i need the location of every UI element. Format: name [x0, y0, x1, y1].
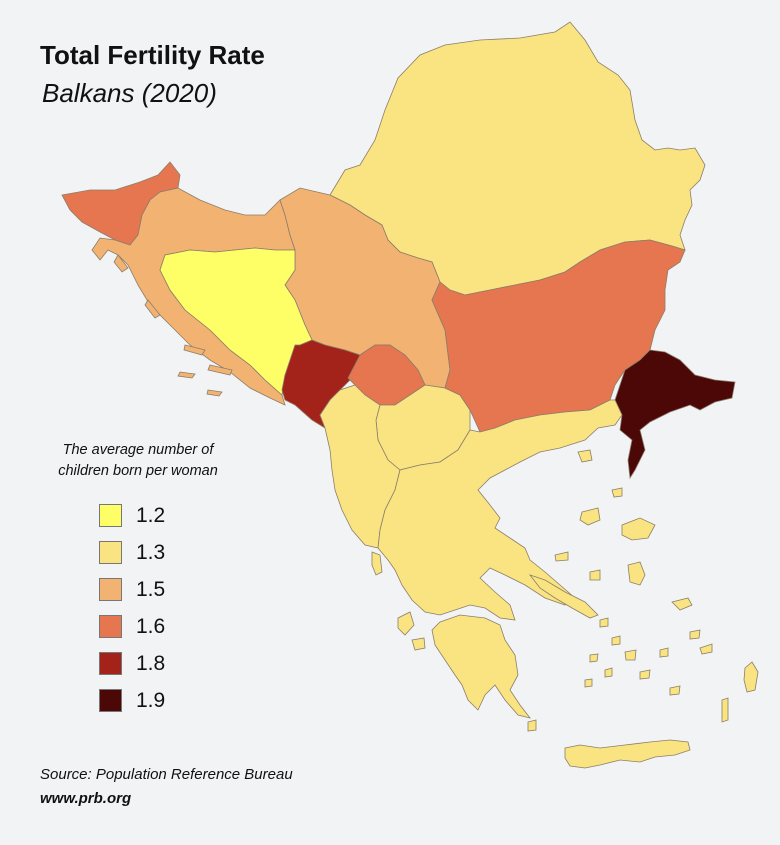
- legend: 1.2 1.3 1.5 1.6 1.8 1.9: [99, 497, 165, 719]
- island-rhodes: [743, 661, 759, 693]
- legend-label: 1.2: [136, 503, 166, 527]
- source-note: Source: Population Reference Bureau: [40, 766, 293, 783]
- source-url: www.prb.org: [40, 790, 132, 807]
- island-crete: [564, 739, 691, 769]
- legend-label: 1.9: [136, 688, 166, 712]
- legend-item: 1.6: [99, 608, 165, 645]
- legend-item: 1.8: [99, 645, 165, 682]
- island-sporades: [554, 551, 569, 562]
- island-cyclades-1: [599, 617, 609, 628]
- island-euboea: [528, 574, 599, 619]
- legend-label: 1.5: [136, 577, 166, 601]
- page-subtitle: Balkans (2020): [42, 78, 217, 108]
- island-dalmatian-3: [183, 344, 206, 356]
- island-dalmatian-2: [144, 299, 161, 319]
- region-greece: [377, 399, 623, 621]
- island-skyros: [589, 569, 601, 581]
- island-dodecanese-3: [669, 685, 681, 696]
- island-limnos: [579, 507, 601, 526]
- island-dalmatian-5: [177, 371, 196, 379]
- island-cyclades-8: [659, 647, 669, 658]
- island-lesbos: [621, 517, 656, 541]
- island-samothrace: [611, 487, 623, 498]
- legend-swatch: [99, 541, 122, 564]
- legend-item: 1.9: [99, 682, 165, 719]
- legend-label: 1.3: [136, 540, 166, 564]
- island-karpathos: [721, 697, 729, 723]
- island-cyclades-4: [624, 649, 637, 661]
- island-kefalonia: [397, 611, 415, 636]
- region-bosnia: [159, 247, 313, 396]
- island-dalmatian-6: [206, 389, 223, 397]
- island-dalmatian-4: [207, 364, 233, 376]
- legend-item: 1.3: [99, 534, 165, 571]
- legend-label: 1.6: [136, 614, 166, 638]
- page-title: Total Fertility Rate: [40, 40, 265, 70]
- island-cyclades-7: [584, 678, 593, 688]
- legend-item: 1.5: [99, 571, 165, 608]
- island-dodecanese-1: [689, 629, 701, 640]
- legend-title: The average number of children born per …: [58, 442, 218, 479]
- island-cyclades-6: [639, 669, 651, 680]
- island-dodecanese-2: [699, 643, 713, 655]
- island-thasos: [577, 449, 593, 463]
- legend-label: 1.8: [136, 651, 166, 675]
- legend-swatch: [99, 689, 122, 712]
- island-chios: [627, 561, 646, 586]
- legend-swatch: [99, 615, 122, 638]
- island-kythira: [527, 719, 537, 732]
- legend-swatch: [99, 504, 122, 527]
- island-zakynthos: [411, 637, 426, 651]
- island-cyclades-5: [604, 667, 613, 678]
- island-samos: [671, 597, 693, 611]
- legend-swatch: [99, 578, 122, 601]
- island-cyclades-2: [611, 635, 621, 646]
- legend-swatch: [99, 652, 122, 675]
- island-cyclades-3: [589, 653, 599, 663]
- island-dalmatian-1: [113, 254, 129, 273]
- island-corfu: [371, 551, 383, 576]
- region-bulgaria: [431, 239, 686, 433]
- region-peloponnese: [431, 614, 532, 719]
- legend-item: 1.2: [99, 497, 165, 534]
- region-turkey-europe: [614, 349, 736, 480]
